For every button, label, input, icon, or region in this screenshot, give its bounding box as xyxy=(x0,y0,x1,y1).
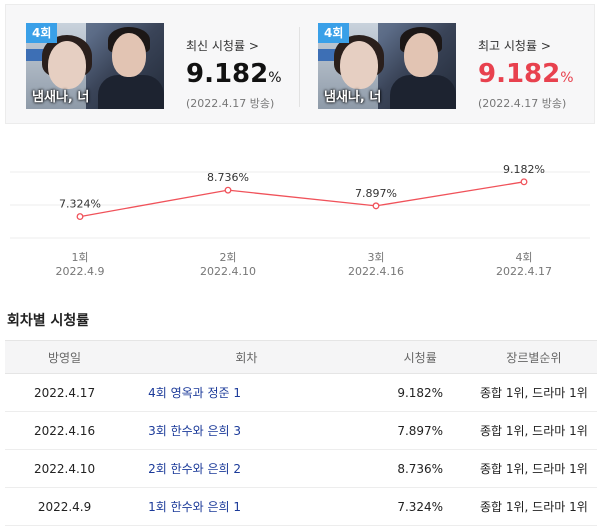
table-row: 2022.4.16 3회 한수와 은희 3 7.897% 종합 1위, 드라마 … xyxy=(5,411,597,450)
series-line xyxy=(79,181,525,218)
section-title: 회차별 시청률 xyxy=(7,313,90,329)
row-rank: 종합 1위, 드라마 1위 xyxy=(470,487,597,526)
data-label: 7.897% xyxy=(355,187,397,200)
highest-rating-link[interactable]: 최고 시청률 > xyxy=(478,39,551,53)
table-row: 2022.4.17 4회 영옥과 정준 1 9.182% 종합 1위, 드라마 … xyxy=(5,373,597,412)
table-row: 2022.4.10 2회 한수와 은희 2 8.736% 종합 1위, 드라마 … xyxy=(5,449,597,488)
x-tick-label: 2회 xyxy=(219,251,236,264)
data-point xyxy=(224,186,232,194)
x-tick-date: 2022.4.16 xyxy=(348,265,404,278)
episode-thumbnail[interactable]: 4회 냄새나, 너 xyxy=(318,23,456,109)
thumbnail-title: 냄새나, 너 xyxy=(324,90,382,105)
data-label: 7.324% xyxy=(59,198,101,211)
header-genre-rank: 장르별순위 xyxy=(470,340,597,374)
episode-link[interactable]: 2회 한수와 은희 2 xyxy=(148,462,242,476)
latest-rating-date: (2022.4.17 방송) xyxy=(186,97,275,110)
row-rating: 7.324% xyxy=(369,487,471,526)
x-tick-date: 2022.4.9 xyxy=(56,265,105,278)
ratings-summary: 4회 냄새나, 너 최신 시청률 > 9.182% (2022.4.17 방송)… xyxy=(5,4,595,124)
table-header-row: 방영일 회차 시청률 장르별순위 xyxy=(5,340,597,374)
highest-rating-date: (2022.4.17 방송) xyxy=(478,97,567,110)
header-episode: 회차 xyxy=(124,340,370,374)
latest-rating-value: 9.182% xyxy=(186,59,282,89)
data-label: 9.182% xyxy=(503,163,545,176)
episode-link[interactable]: 1회 한수와 은희 1 xyxy=(148,500,242,514)
data-point xyxy=(520,178,528,186)
episode-badge: 4회 xyxy=(26,23,58,43)
row-rank: 종합 1위, 드라마 1위 xyxy=(470,449,597,488)
header-rating: 시청률 xyxy=(369,340,471,374)
x-tick-label: 4회 xyxy=(515,251,532,264)
chart-svg: 7.324%8.736%7.897%9.182%1회2022.4.92회2022… xyxy=(10,163,590,278)
episode-link[interactable]: 4회 영옥과 정준 1 xyxy=(148,386,242,400)
row-date: 2022.4.16 xyxy=(5,411,125,450)
row-rating: 8.736% xyxy=(369,449,471,488)
x-tick-label: 3회 xyxy=(367,251,384,264)
episode-link[interactable]: 3회 한수와 은희 3 xyxy=(148,424,242,438)
row-rank: 종합 1위, 드라마 1위 xyxy=(470,373,597,412)
x-tick-date: 2022.4.17 xyxy=(496,265,552,278)
x-tick-label: 1회 xyxy=(71,251,88,264)
row-date: 2022.4.9 xyxy=(5,487,125,526)
row-date: 2022.4.10 xyxy=(5,449,125,488)
ratings-line-chart: 7.324% 8.736% 7.897% 9.182% 1회 2022.4.9 2회 2022… xyxy=(0,150,600,290)
row-date: 2022.4.17 xyxy=(5,373,125,412)
data-label: 8.736% xyxy=(207,171,249,184)
row-rank: 종합 1위, 드라마 1위 xyxy=(470,411,597,450)
latest-rating-link[interactable]: 최신 시청률 > xyxy=(186,39,259,53)
data-point xyxy=(372,202,380,210)
highest-rating-value: 9.182% xyxy=(478,59,574,89)
thumbnail-title: 냄새나, 너 xyxy=(32,90,90,105)
episode-badge: 4회 xyxy=(318,23,350,43)
header-air-date: 방영일 xyxy=(5,340,125,374)
data-point xyxy=(76,213,84,221)
row-rating: 7.897% xyxy=(369,411,471,450)
summary-divider xyxy=(299,27,300,107)
row-rating: 9.182% xyxy=(369,373,471,412)
table-row: 2022.4.9 1회 한수와 은희 1 7.324% 종합 1위, 드라마 1… xyxy=(5,487,597,526)
episode-ratings-table: 방영일 회차 시청률 장르별순위 2022.4.17 4회 영옥과 정준 1 9… xyxy=(5,340,597,526)
episode-thumbnail[interactable]: 4회 냄새나, 너 xyxy=(26,23,164,109)
x-tick-date: 2022.4.10 xyxy=(200,265,256,278)
